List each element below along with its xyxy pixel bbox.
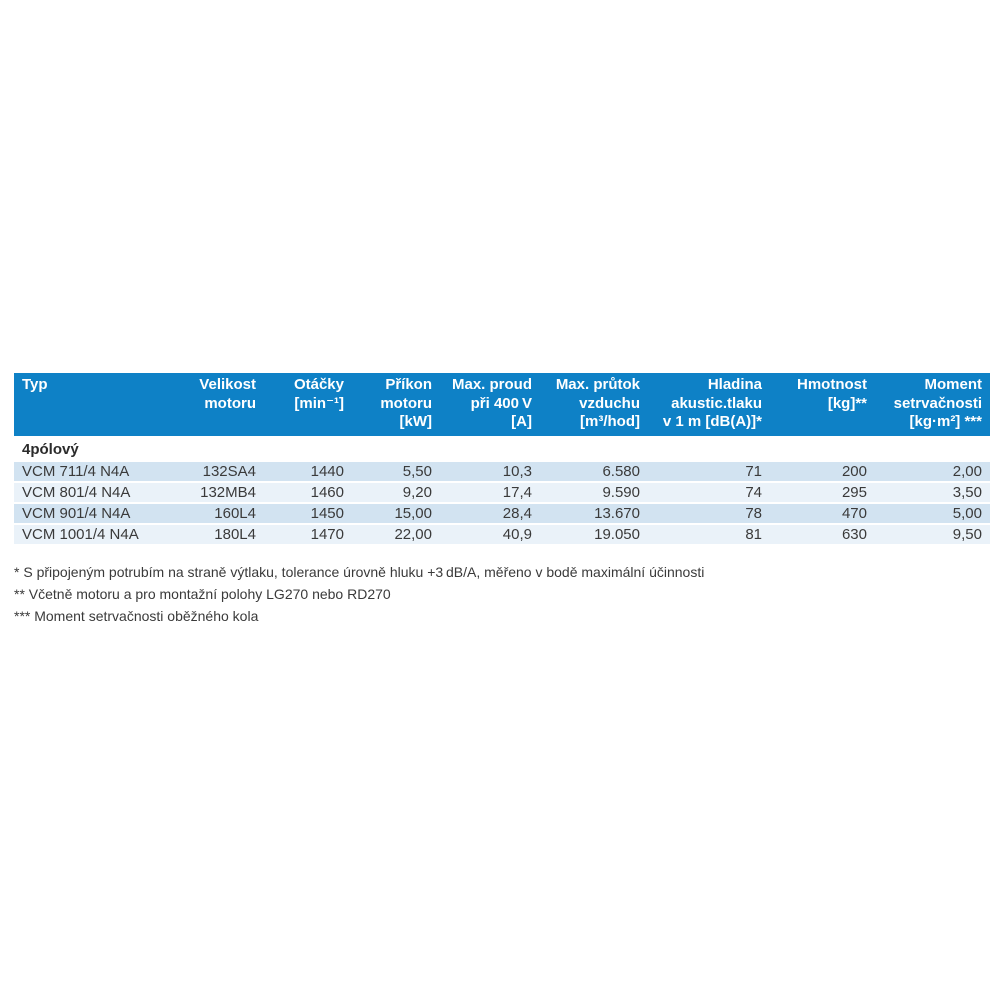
cell-max-proud: 28,4: [440, 502, 540, 525]
cell-max-proud: 40,9: [440, 523, 540, 546]
cell-max-proud: 17,4: [440, 481, 540, 504]
col-header-velikost-motoru: Velikost motoru: [179, 373, 264, 436]
cell-hmotnost: 200: [770, 461, 875, 483]
cell-max-prutok: 19.050: [540, 523, 648, 546]
cell-typ: VCM 711/4 N4A: [14, 461, 179, 483]
cell-typ: VCM 801/4 N4A: [14, 481, 179, 504]
cell-hmotnost: 295: [770, 481, 875, 504]
cell-velikost-motoru: 132MB4: [179, 481, 264, 504]
col-header-moment-setrvacnosti: Moment setrvačnosti [kg·m²] ***: [875, 373, 990, 436]
col-header-hmotnost: Hmotnost [kg]**: [770, 373, 875, 436]
cell-hladina-tlaku: 78: [648, 502, 770, 525]
cell-max-proud: 10,3: [440, 461, 540, 483]
cell-prikon: 5,50: [352, 461, 440, 483]
cell-velikost-motoru: 160L4: [179, 502, 264, 525]
cell-max-prutok: 13.670: [540, 502, 648, 525]
cell-moment: 2,00: [875, 461, 990, 483]
col-header-otacky: Otáčky [min⁻¹]: [264, 373, 352, 436]
col-header-prikon-motoru: Příkon motoru [kW]: [352, 373, 440, 436]
table-row-vcm-711: VCM 711/4 N4A 132SA4 1440 5,50 10,3 6.58…: [14, 461, 990, 483]
cell-max-prutok: 9.590: [540, 481, 648, 504]
cell-velikost-motoru: 132SA4: [179, 461, 264, 483]
cell-otacky: 1470: [264, 523, 352, 546]
cell-prikon: 15,00: [352, 502, 440, 525]
cell-prikon: 9,20: [352, 481, 440, 504]
cell-hladina-tlaku: 71: [648, 461, 770, 483]
cell-otacky: 1450: [264, 502, 352, 525]
section-row-4polovy: 4pólový: [14, 435, 990, 462]
cell-hladina-tlaku: 74: [648, 481, 770, 504]
col-header-max-prutok: Max. průtok vzduchu [m³/hod]: [540, 373, 648, 436]
cell-otacky: 1440: [264, 461, 352, 483]
table-header-row: Typ Velikost motoru Otáčky [min⁻¹] Příko…: [14, 373, 990, 436]
cell-hmotnost: 470: [770, 502, 875, 525]
footnote-moment-inertia: *** Moment setrvačnosti oběžného kola: [14, 608, 259, 624]
cell-moment: 3,50: [875, 481, 990, 504]
cell-moment: 9,50: [875, 523, 990, 546]
table-row-vcm-1001: VCM 1001/4 N4A 180L4 1470 22,00 40,9 19.…: [14, 523, 990, 546]
cell-velikost-motoru: 180L4: [179, 523, 264, 546]
cell-hmotnost: 630: [770, 523, 875, 546]
section-label: 4pólový: [14, 435, 990, 462]
col-header-max-proud: Max. proud při 400 V [A]: [440, 373, 540, 436]
cell-typ: VCM 901/4 N4A: [14, 502, 179, 525]
table-row-vcm-901: VCM 901/4 N4A 160L4 1450 15,00 28,4 13.6…: [14, 502, 990, 525]
cell-otacky: 1460: [264, 481, 352, 504]
cell-prikon: 22,00: [352, 523, 440, 546]
spec-table: Typ Velikost motoru Otáčky [min⁻¹] Příko…: [14, 373, 990, 546]
col-header-hladina-akustickeho-tlaku: Hladina akustic.tlaku v 1 m [dB(A)]*: [648, 373, 770, 436]
cell-typ: VCM 1001/4 N4A: [14, 523, 179, 546]
footnotes: * S připojeným potrubím na straně výtlak…: [14, 564, 874, 630]
cell-max-prutok: 6.580: [540, 461, 648, 483]
footnote-weight-includes: ** Včetně motoru a pro montažní polohy L…: [14, 586, 391, 602]
footnote-noise-tolerance: * S připojeným potrubím na straně výtlak…: [14, 564, 705, 580]
cell-hladina-tlaku: 81: [648, 523, 770, 546]
cell-moment: 5,00: [875, 502, 990, 525]
col-header-typ: Typ: [14, 373, 179, 436]
table-row-vcm-801: VCM 801/4 N4A 132MB4 1460 9,20 17,4 9.59…: [14, 481, 990, 504]
